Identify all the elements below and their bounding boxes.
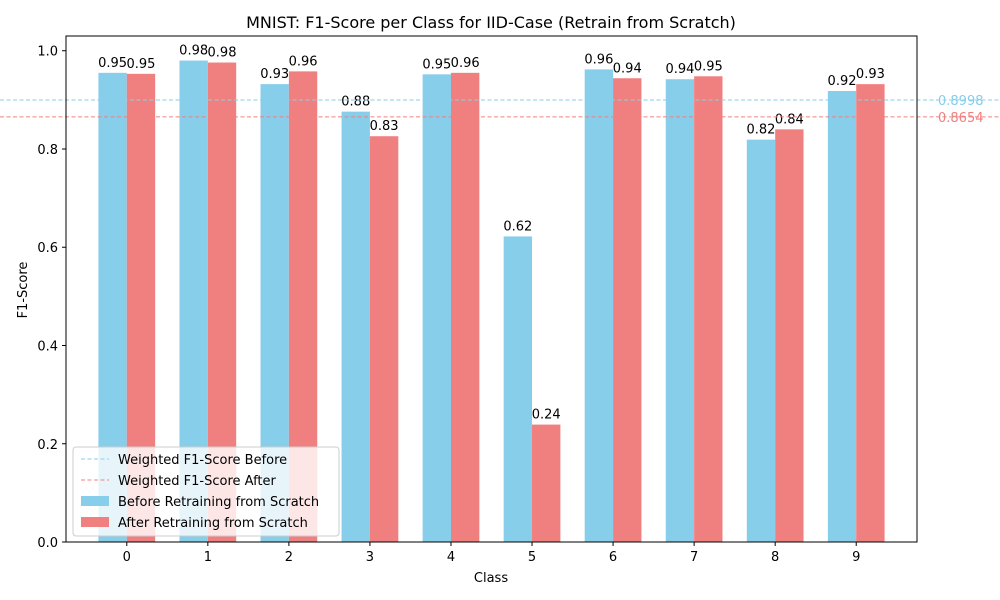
bar-before-class-6 <box>584 69 614 542</box>
legend-swatch-before <box>81 496 109 506</box>
data-label-before-class-3: 0.88 <box>341 95 370 110</box>
bar-after-class-7 <box>694 76 723 542</box>
x-tick-label: 8 <box>771 550 779 565</box>
bar-before-class-7 <box>665 79 695 542</box>
data-label-after-class-3: 0.83 <box>370 119 399 134</box>
data-label-after-class-4: 0.96 <box>451 56 480 71</box>
y-tick-label: 0.0 <box>37 536 58 551</box>
data-label-before-class-6: 0.96 <box>584 52 613 67</box>
weighted-f1-before-value: 0.8998 <box>938 94 984 109</box>
legend-label-weighted-after: Weighted F1-Score After <box>118 474 277 489</box>
plot-frame <box>65 35 918 543</box>
bar-before-class-3 <box>341 111 370 543</box>
data-label-after-class-8: 0.84 <box>775 112 804 127</box>
legend-box <box>72 446 340 537</box>
x-tick-label: 3 <box>366 550 374 565</box>
data-label-before-class-9: 0.92 <box>828 74 857 89</box>
data-label-before-class-4: 0.95 <box>422 57 451 72</box>
x-tick-label: 9 <box>852 550 860 565</box>
y-axis-label: F1-Score <box>16 262 31 319</box>
x-tick-label: 4 <box>447 550 455 565</box>
x-tick-label: 6 <box>609 550 617 565</box>
data-label-before-class-5: 0.62 <box>503 219 532 234</box>
data-label-after-class-2: 0.96 <box>289 54 318 69</box>
data-label-after-class-0: 0.95 <box>126 57 155 72</box>
legend-label-weighted-before: Weighted F1-Score Before <box>118 453 287 468</box>
data-label-before-class-7: 0.94 <box>665 62 694 77</box>
legend-label-before: Before Retraining from Scratch <box>118 495 319 510</box>
x-axis-label: Class <box>474 571 508 586</box>
legend-swatch-after <box>81 517 109 527</box>
y-tick-label: 0.6 <box>37 241 58 256</box>
bar-before-class-8 <box>746 139 776 542</box>
bar-after-class-6 <box>613 78 642 542</box>
legend-label-after: After Retraining from Scratch <box>118 516 308 531</box>
data-label-after-class-1: 0.98 <box>208 46 237 61</box>
bar-after-class-8 <box>775 129 804 542</box>
bar-before-class-9 <box>827 91 857 543</box>
bar-after-class-3 <box>369 136 399 542</box>
x-tick-label: 5 <box>528 550 536 565</box>
x-tick-label: 1 <box>204 550 212 565</box>
y-tick-label: 0.4 <box>37 340 58 355</box>
bar-after-class-5 <box>532 424 561 542</box>
y-tick-label: 1.0 <box>37 45 58 60</box>
bar-after-class-9 <box>856 84 885 542</box>
data-label-after-class-9: 0.93 <box>856 67 885 82</box>
data-label-after-class-5: 0.24 <box>532 408 561 423</box>
y-tick-label: 0.2 <box>37 438 58 453</box>
data-label-after-class-6: 0.94 <box>613 61 642 76</box>
legend: Weighted F1-Score Before Weighted F1-Scor… <box>72 446 340 537</box>
weighted-f1-after-value: 0.8654 <box>938 111 984 126</box>
bar-after-class-4 <box>450 72 480 542</box>
x-tick-label: 2 <box>285 550 293 565</box>
chart-title: MNIST: F1-Score per Class for IID-Case (… <box>246 13 736 32</box>
data-label-before-class-0: 0.95 <box>98 56 127 71</box>
y-tick-label: 0.8 <box>37 143 58 158</box>
data-label-before-class-2: 0.93 <box>260 67 289 82</box>
x-tick-label: 0 <box>123 550 131 565</box>
data-label-before-class-1: 0.98 <box>179 44 208 59</box>
data-label-after-class-7: 0.95 <box>694 59 723 74</box>
bar-before-class-5 <box>503 236 533 542</box>
x-tick-label: 7 <box>690 550 698 565</box>
bar-before-class-4 <box>422 74 451 542</box>
data-label-before-class-8: 0.82 <box>747 123 776 138</box>
